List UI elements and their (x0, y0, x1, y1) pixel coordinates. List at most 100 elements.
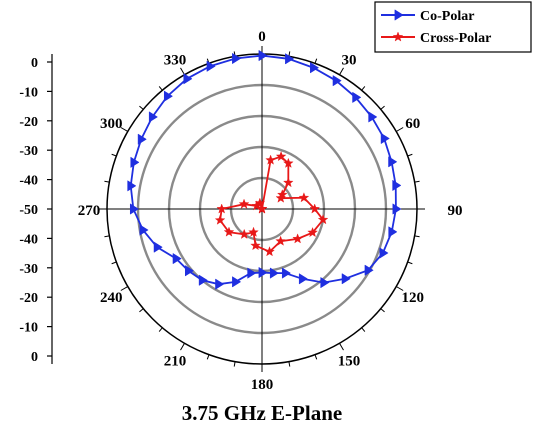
legend-entry: Cross-Polar (381, 31, 491, 46)
co-polar-point (232, 276, 242, 288)
co-polar-point (139, 224, 149, 236)
co-polar-point (320, 276, 330, 289)
co-polar-point (388, 156, 398, 168)
angle-tick (158, 86, 163, 91)
angle-tick (180, 342, 185, 351)
legend: Co-Polar Cross-Polar (374, 1, 532, 53)
co-polar-point (258, 49, 268, 62)
radial-scale-label: 0 (31, 56, 38, 71)
cross-polar-point (214, 214, 226, 225)
cross-polar-point (275, 235, 286, 246)
angle-label-180: 180 (251, 377, 274, 393)
cross-polar-point (275, 150, 287, 162)
radial-scale-label: -20 (19, 115, 38, 130)
cross-polar-point (292, 233, 303, 244)
co-polar-point (285, 53, 295, 65)
cross-polar-point (264, 246, 275, 257)
co-polar-point (352, 91, 362, 104)
series-cross-polar (214, 150, 329, 257)
radial-scale-label: -20 (19, 291, 38, 306)
co-polar-point (392, 179, 402, 192)
legend-label: Cross-Polar (420, 31, 491, 46)
angle-tick (158, 327, 163, 332)
cross-polar-point (298, 192, 310, 203)
angle-tick (111, 153, 117, 157)
co-polar-point (153, 241, 163, 253)
angle-label-0: 0 (258, 29, 266, 45)
co-polar-point (206, 60, 216, 72)
angle-tick (380, 105, 385, 110)
angle-tick (339, 342, 344, 351)
cross-polar-point (317, 214, 329, 225)
angle-label-210: 210 (164, 354, 187, 370)
angle-label-270: 270 (78, 203, 101, 219)
cross-polar-point (283, 157, 294, 168)
radial-scale-label: -10 (19, 85, 38, 100)
cross-polar-point (256, 203, 268, 214)
angle-tick (361, 86, 366, 91)
cross-polar-point (238, 228, 250, 239)
co-polar-point (341, 273, 351, 285)
co-polar-point (258, 266, 268, 279)
cross-polar-point (283, 177, 294, 188)
angle-tick (380, 308, 385, 313)
angle-label-90: 90 (448, 203, 463, 219)
angle-tick (120, 127, 129, 132)
angle-label-240: 240 (100, 290, 123, 306)
radial-scale-label: -10 (19, 321, 38, 336)
co-polar-point (198, 274, 208, 286)
cross-polar-point (254, 197, 266, 208)
cross-polar-point (309, 203, 321, 214)
co-polar-point (185, 265, 195, 277)
co-polar-point (232, 52, 242, 65)
angle-label-30: 30 (342, 52, 357, 68)
cross-polar-point (275, 192, 287, 203)
co-polar-point (247, 267, 257, 279)
radial-axis: 0 -10 -20 -30 -40 -50 -40 -30 -20 -10 0 (19, 54, 53, 365)
cross-polar-point (307, 227, 318, 238)
co-polar-point (332, 75, 342, 87)
angle-tick (314, 58, 318, 64)
co-polar-point (388, 226, 398, 238)
co-polar-point (269, 267, 279, 279)
co-polar-point (129, 203, 140, 215)
cross-polar-point (392, 31, 404, 42)
co-polar-point (281, 267, 291, 279)
angle-label-330: 330 (164, 52, 187, 68)
co-polar-point (183, 73, 193, 85)
radial-scale-label: -30 (19, 144, 38, 159)
angle-tick (407, 153, 413, 157)
cross-polar-point (250, 240, 261, 251)
angle-tick (139, 105, 144, 110)
co-polar-point (392, 203, 402, 215)
angle-tick (314, 354, 318, 360)
radial-scale-label: -40 (19, 232, 38, 247)
legend-entry: Co-Polar (381, 9, 474, 24)
cross-polar-point (248, 226, 259, 237)
angle-tick (104, 180, 110, 183)
radial-scale-label: 0 (31, 350, 38, 365)
angle-tick (120, 286, 129, 291)
co-polar-point (215, 278, 225, 290)
co-polar-point (368, 111, 378, 123)
chart-title: 3.75 GHz E-Plane (182, 401, 342, 425)
angle-tick (339, 67, 344, 76)
angle-tick (206, 354, 210, 360)
angle-tick (414, 235, 420, 238)
radial-scale-label: -40 (19, 174, 38, 189)
co-polar-point (364, 264, 374, 276)
angle-tick (233, 361, 236, 367)
cross-polar-point (238, 198, 250, 209)
legend-box (374, 1, 532, 53)
co-polar-point (163, 90, 174, 102)
radial-scale-label: -50 (19, 203, 38, 218)
legend-label: Co-Polar (420, 9, 474, 24)
cross-polar-point (223, 226, 235, 237)
angle-label-150: 150 (338, 354, 361, 370)
co-polar-point (310, 62, 320, 74)
angle-label-300: 300 (100, 116, 123, 132)
angle-tick (288, 51, 291, 57)
angle-tick (139, 308, 144, 313)
co-polar-point (380, 132, 390, 145)
